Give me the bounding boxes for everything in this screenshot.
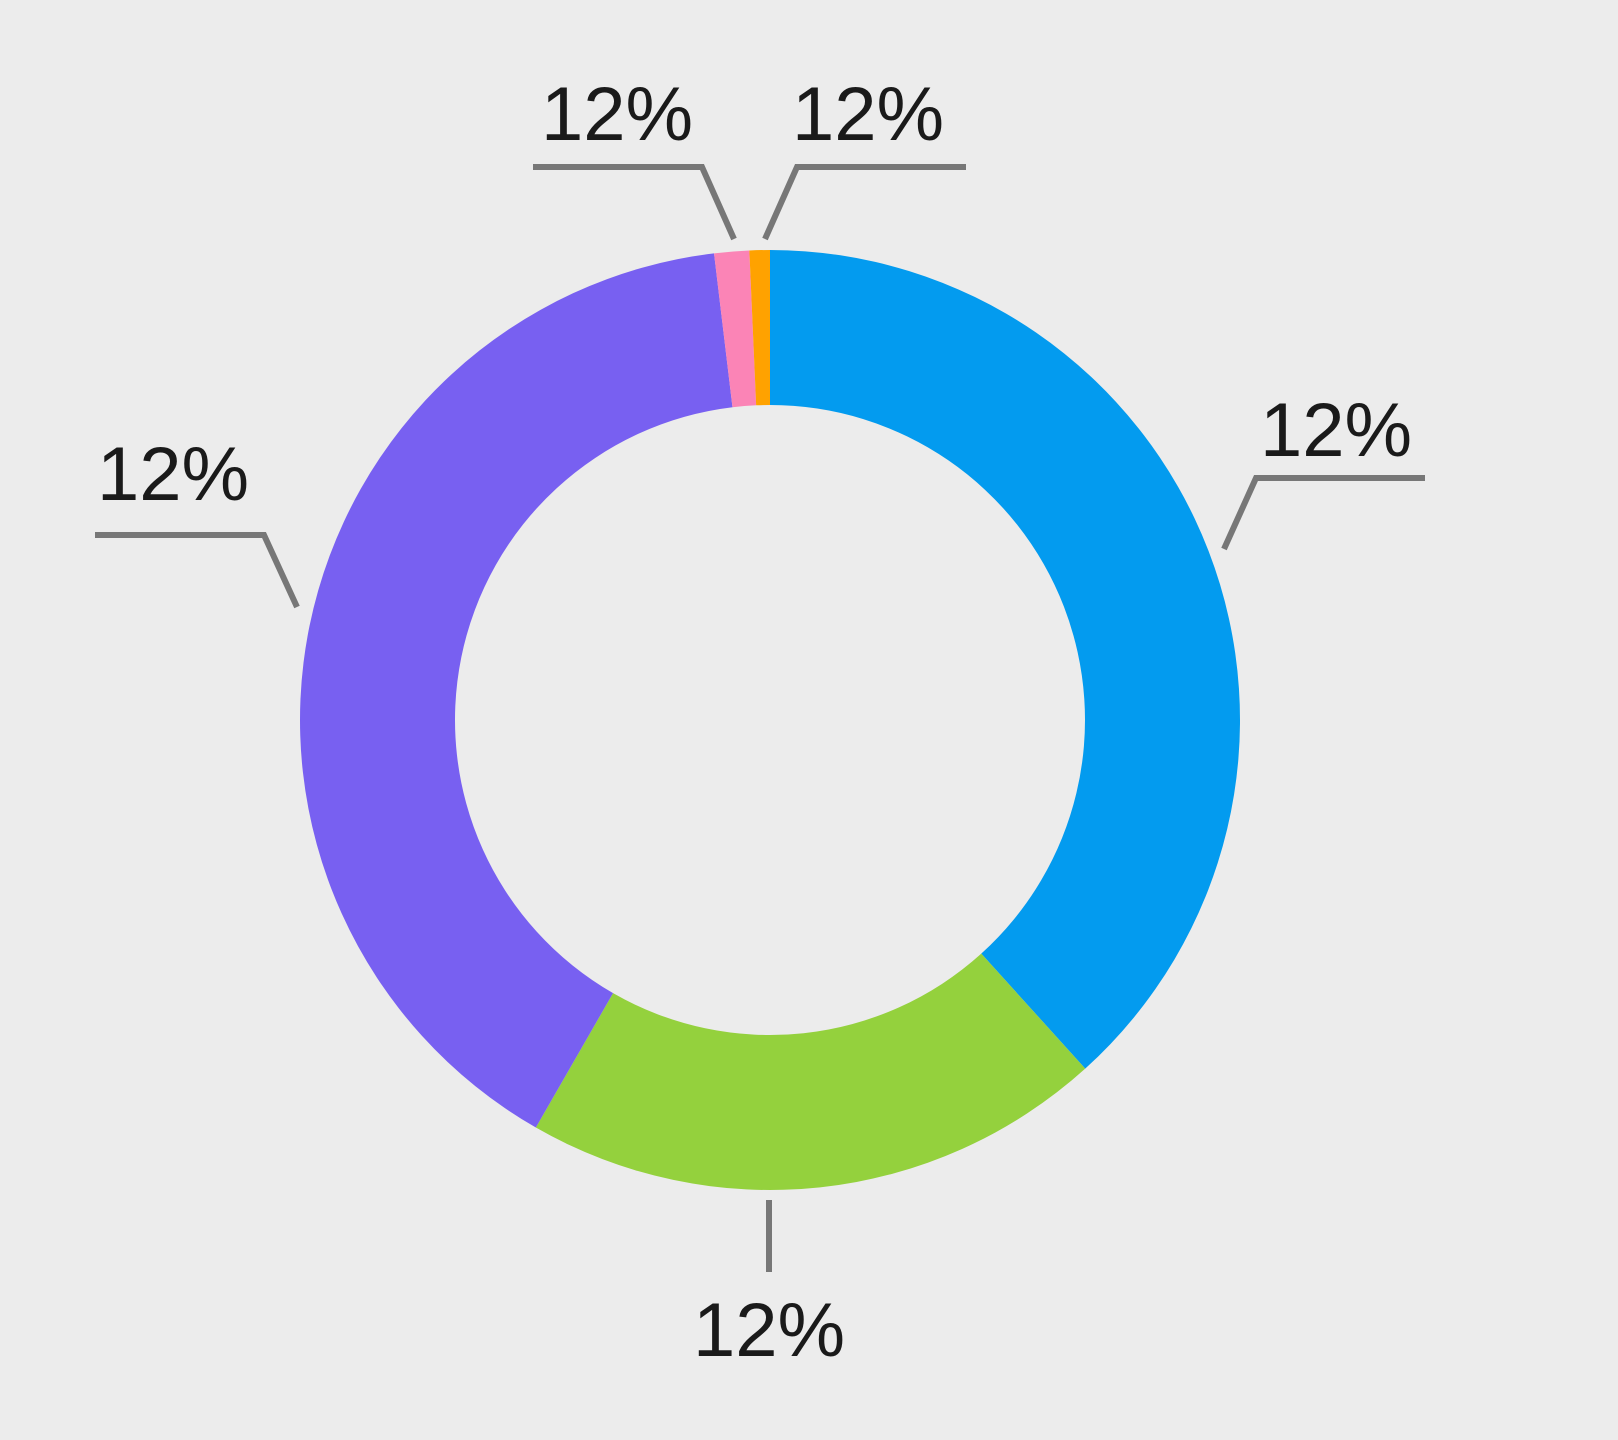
leader-line-4	[533, 164, 737, 241]
donut-slice-5	[749, 250, 770, 406]
leader-lines-group	[95, 164, 1425, 1272]
leader-line-1	[1221, 475, 1425, 551]
donut-slice-1	[770, 250, 1240, 1069]
data-label-4: 12%	[541, 72, 693, 157]
leader-line-5	[762, 164, 966, 241]
donut-slice-3	[300, 253, 733, 1128]
donut-slice-4	[714, 250, 757, 408]
slices-group	[300, 250, 1240, 1190]
data-labels-group: 12% 12% 12% 12% 12%	[97, 72, 1412, 1373]
leader-line-3	[95, 532, 300, 609]
data-label-3: 12%	[97, 432, 249, 517]
data-label-5: 12%	[792, 72, 944, 157]
data-label-1: 12%	[1260, 388, 1412, 473]
data-label-2: 12%	[693, 1288, 845, 1373]
donut-slice-2	[535, 953, 1086, 1190]
